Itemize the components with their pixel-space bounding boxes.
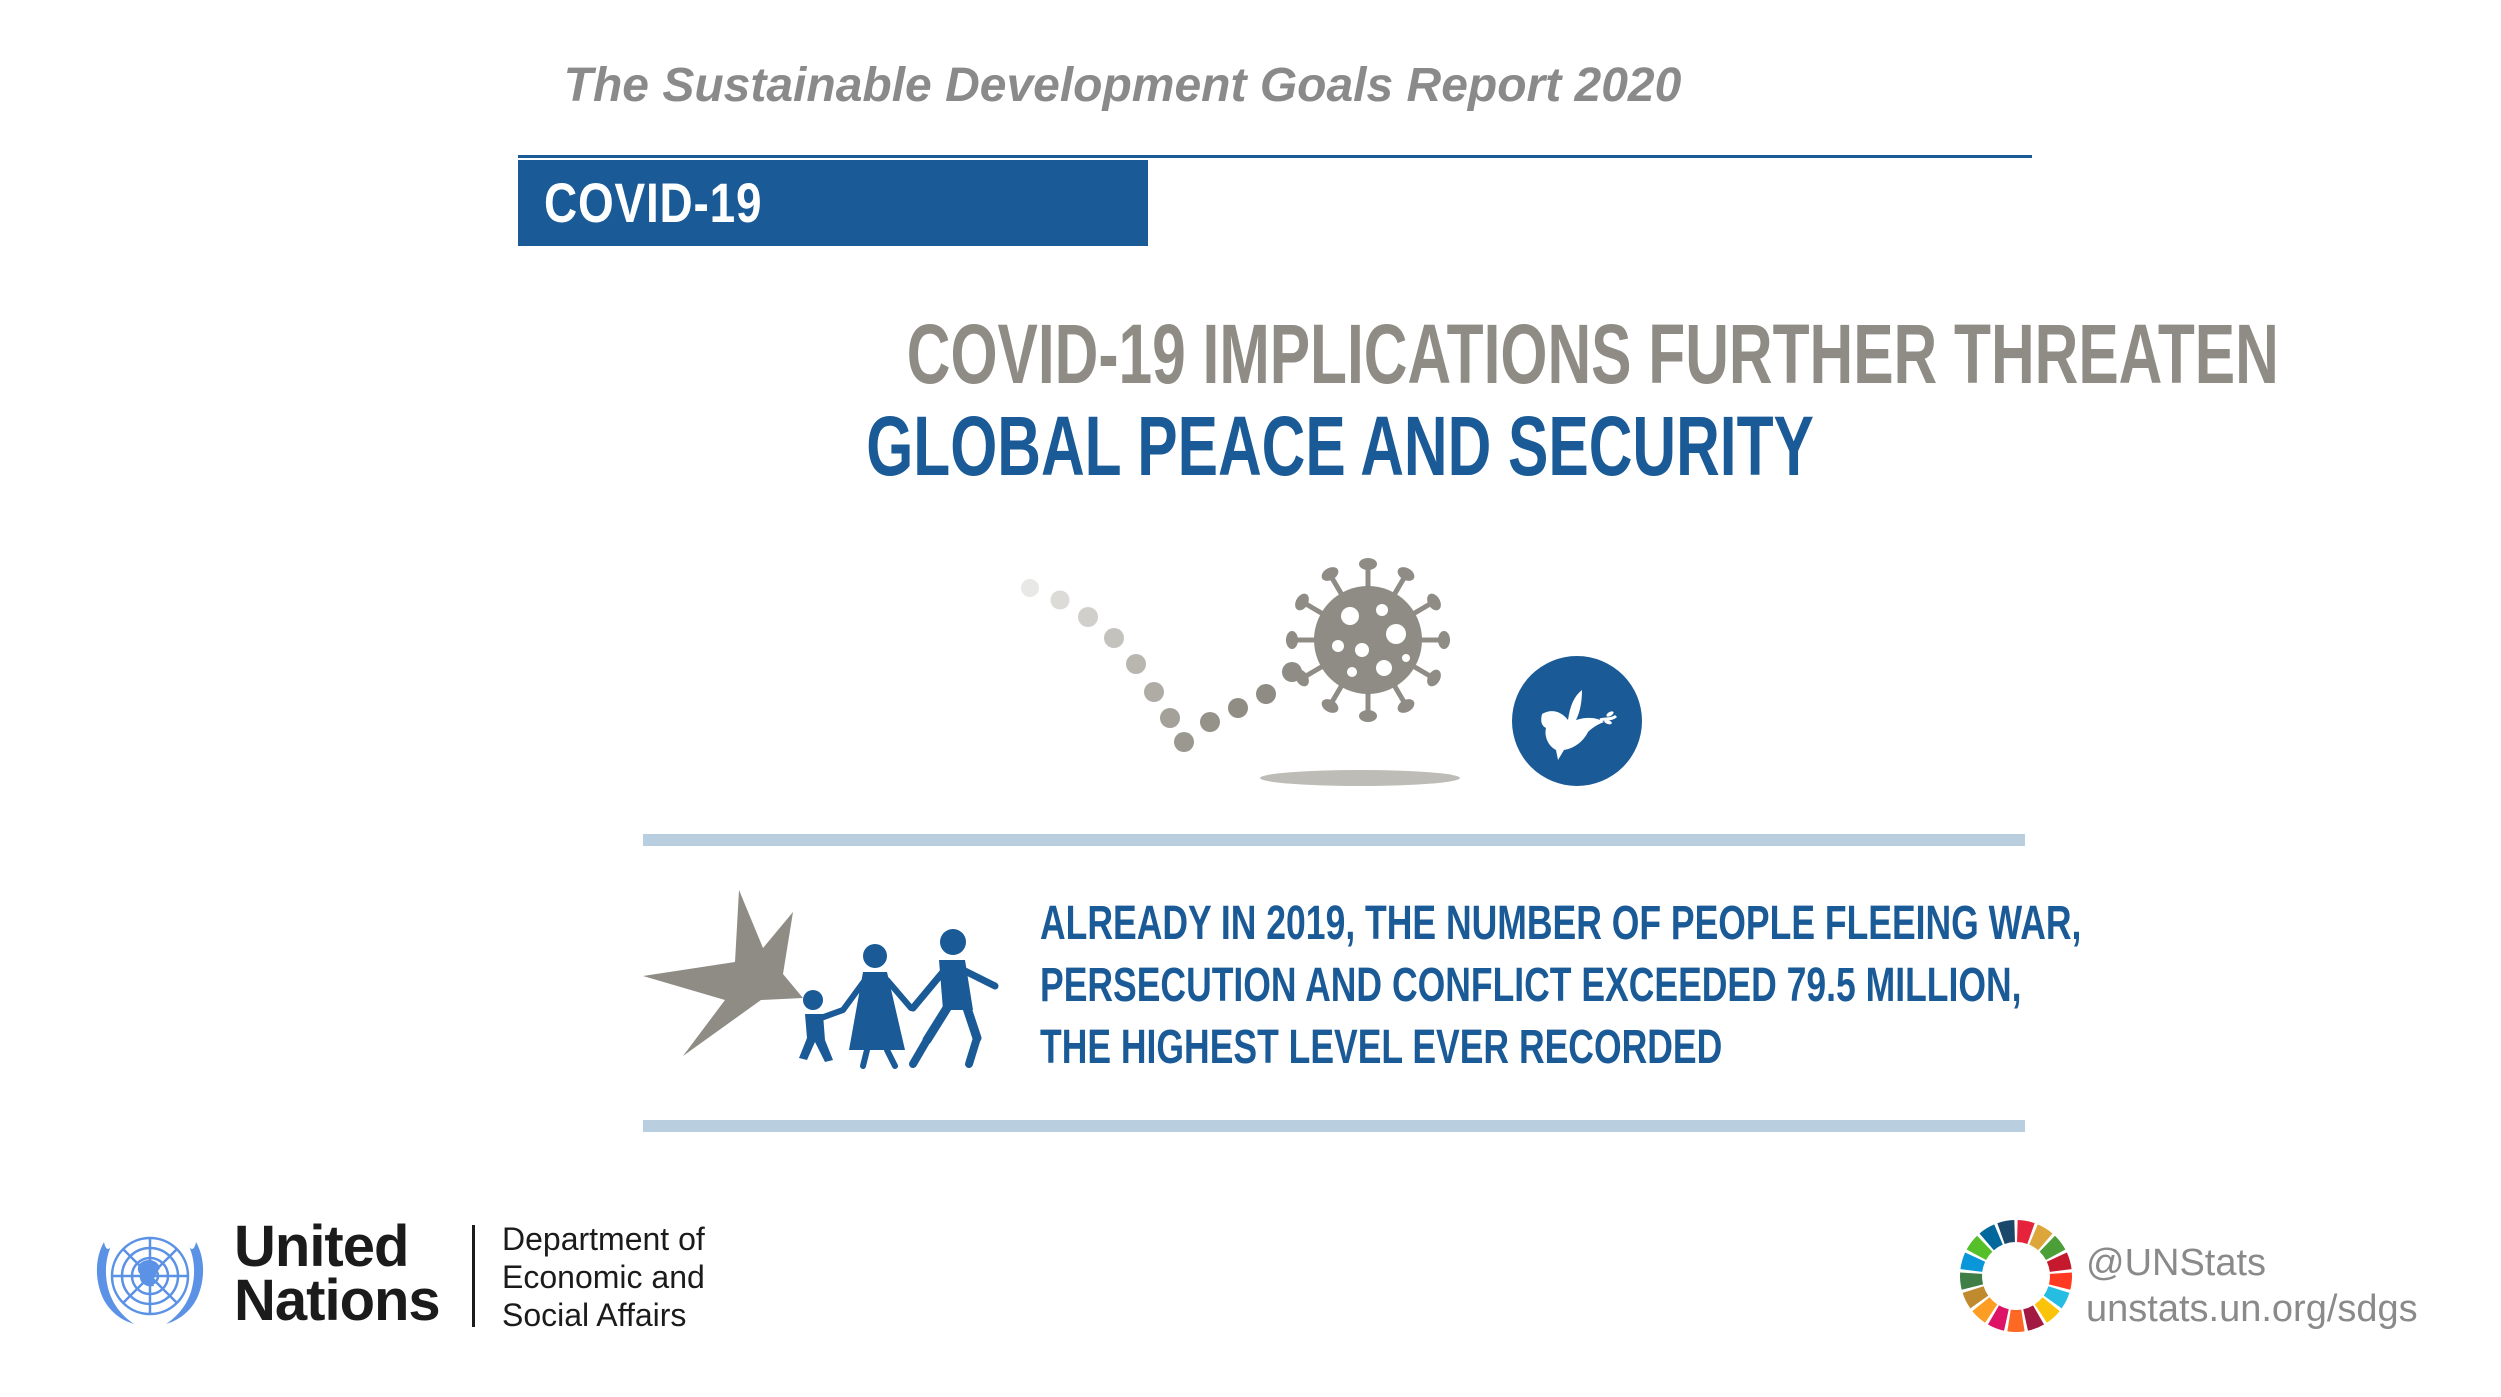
website-link[interactable]: unstats.un.org/sdgs <box>2086 1288 2418 1330</box>
un-wordmark-line-2: Nations <box>234 1268 441 1333</box>
sdg-wheel-segment <box>1966 1235 1993 1260</box>
twitter-handle[interactable]: @UNStats <box>2086 1242 2267 1284</box>
department-line-3: Social Affairs <box>502 1297 687 1333</box>
headline-line-1-text: COVID-19 IMPLICATIONS FURTHER THREATEN <box>906 307 2279 401</box>
department-line-2: Economic and <box>502 1259 705 1295</box>
statistic-line-1: ALREADY IN 2019, THE NUMBER OF PEOPLE FL… <box>1040 897 2082 950</box>
virus-shadow <box>1260 770 1460 786</box>
sdg-wheel-segment <box>1987 1305 2009 1331</box>
headline-line-1: COVID-19 IMPLICATIONS FURTHER THREATEN <box>640 306 2279 403</box>
peace-dove-icon <box>1512 656 1642 786</box>
department-line-1: Department of <box>502 1221 705 1257</box>
fleeing-family-icon <box>799 929 999 1069</box>
virus-icon <box>1286 558 1450 722</box>
un-wordmark: United Nations <box>234 1214 441 1333</box>
report-title: The Sustainable Development Goals Report… <box>563 59 1682 112</box>
sdg-wheel-segment <box>2034 1297 2060 1323</box>
statistic-line-2: PERSECUTION AND CONFLICT EXCEEDED 79.5 M… <box>1040 959 2022 1012</box>
sdg-wheel-segment <box>1960 1272 1984 1290</box>
sdg-wheel-segment <box>2046 1252 2072 1272</box>
sdg-wheel-segment <box>1997 1220 2015 1244</box>
sdg-wheel-icon <box>1960 1220 2072 1332</box>
divider-top <box>643 834 2025 846</box>
divider-bottom <box>643 1120 2025 1132</box>
headline-line-2-text: GLOBAL PEACE AND SECURITY <box>866 399 1814 493</box>
department-name: Department of Economic and Social Affair… <box>502 1220 705 1334</box>
sdg-wheel-segment <box>1962 1286 1989 1309</box>
sdg-wheel-segment <box>1979 1224 2003 1251</box>
sdg-wheel-segment <box>2048 1272 2072 1290</box>
wordmark-divider <box>472 1225 475 1327</box>
sdg-wheel-segment <box>1972 1297 1998 1323</box>
statistic-line-3: THE HIGHEST LEVEL EVER RECORDED <box>1040 1021 1723 1074</box>
contact-info: @UNStats unstats.un.org/sdgs <box>2086 1240 2418 1332</box>
sdg-wheel-segment <box>2039 1235 2066 1260</box>
headline-line-2: GLOBAL PEACE AND SECURITY <box>640 398 2040 495</box>
sdg-wheel-segment <box>2043 1286 2070 1309</box>
fleeing-conflict-illustration <box>643 890 999 1069</box>
sdg-wheel-segment <box>2023 1305 2045 1331</box>
un-emblem-icon <box>96 1236 204 1324</box>
un-wordmark-line-1: United <box>234 1214 409 1279</box>
sdg-wheel-segment <box>1960 1252 1986 1272</box>
sdg-wheel-segment <box>2017 1220 2035 1244</box>
virus-bounce-illustration <box>1021 558 1460 786</box>
header-rule <box>518 155 2032 158</box>
explosion-icon <box>643 890 803 1056</box>
bounce-trail <box>1021 579 1302 752</box>
section-tag-label: COVID-19 IMPLICATIONS <box>544 171 880 320</box>
section-tag: COVID-19 IMPLICATIONS <box>518 160 1148 320</box>
sdg-wheel-segment <box>2029 1224 2053 1251</box>
sdg-wheel-segment <box>2007 1309 2025 1332</box>
statistic-text: ALREADY IN 2019, THE NUMBER OF PEOPLE FL… <box>1040 893 2140 1079</box>
